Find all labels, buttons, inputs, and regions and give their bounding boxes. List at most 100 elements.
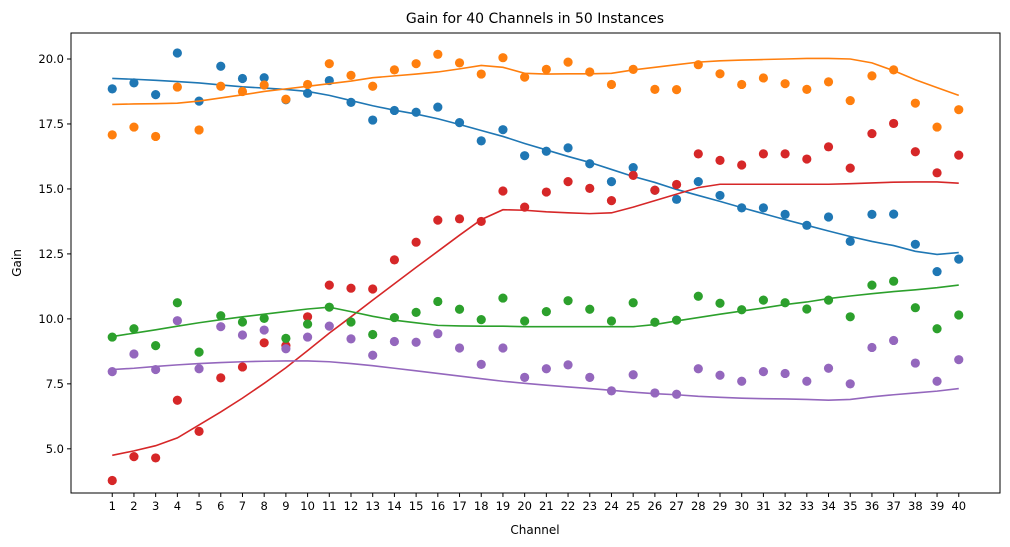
series-3-point: [172, 395, 182, 405]
series-1-point: [454, 118, 465, 128]
series-5-point: [910, 358, 920, 368]
x-tick-label: 7: [239, 499, 246, 513]
x-axis: 1 2 3 4 5 6 7 8 9 10 11 12 13 14 15 16 17 18 19 20 21 22 23 24 2…: [109, 493, 966, 513]
series-4-point: [845, 312, 855, 322]
series-2-point: [389, 65, 400, 75]
series-1-point: [216, 61, 226, 71]
series-1-point: [693, 177, 703, 187]
series-2-point: [910, 98, 920, 108]
x-tick-label: 22: [561, 499, 576, 513]
series-5-point: [671, 389, 682, 399]
series-1-point: [389, 105, 400, 116]
series-2-point: [107, 130, 117, 140]
x-axis-label: Channel: [510, 523, 559, 537]
series-5-point: [563, 360, 573, 370]
series-1-point: [172, 48, 182, 58]
series-2-point: [281, 94, 291, 104]
series-4-point: [411, 307, 421, 317]
series-3-point: [194, 426, 204, 437]
series-4-point: [737, 305, 747, 315]
y-tick-label: 20.0: [38, 52, 64, 66]
y-tick-label: 17.5: [38, 117, 64, 131]
series-3-point: [389, 255, 400, 265]
series-5-point: [476, 359, 486, 369]
series-2-point: [867, 71, 877, 81]
x-tick-label: 8: [261, 499, 268, 513]
y-tick-label: 10.0: [38, 312, 64, 326]
x-tick-label: 2: [130, 499, 137, 513]
series-3-point: [324, 280, 334, 290]
series-1-point: [606, 177, 617, 187]
series-3-point: [628, 170, 638, 181]
series-4-point: [368, 329, 378, 340]
series-5-point: [606, 386, 617, 396]
series-1-point: [867, 209, 877, 219]
series-4-point: [606, 316, 617, 326]
series-3-point: [889, 118, 899, 129]
series-1-point: [541, 146, 551, 156]
series-1-point: [259, 73, 269, 83]
series-3-point: [433, 215, 443, 225]
series-5-point: [237, 330, 248, 340]
series-1-point: [520, 151, 530, 161]
series-4-point: [954, 310, 964, 320]
series-5-point: [867, 342, 877, 353]
series-5-point: [780, 368, 790, 379]
series-3-point: [520, 202, 530, 212]
series-3-point: [368, 284, 378, 294]
x-tick-label: 1: [109, 499, 116, 513]
x-tick-label: 24: [604, 499, 619, 513]
series-1-point: [107, 84, 117, 94]
series-4-point: [302, 319, 313, 329]
series-2-point: [172, 82, 182, 92]
series-4-point: [867, 280, 877, 290]
series-1-point: [823, 212, 834, 222]
series-5-point: [737, 376, 747, 386]
series-3-point: [867, 128, 877, 139]
series-5-point: [823, 363, 834, 373]
series-5-point: [259, 325, 269, 335]
x-tick-label: 11: [322, 499, 337, 513]
x-tick-label: 37: [886, 499, 901, 513]
series-1-point: [302, 88, 313, 98]
x-tick-label: 4: [174, 499, 181, 513]
x-tick-label: 38: [908, 499, 923, 513]
series-5-point: [520, 372, 530, 382]
x-tick-label: 16: [431, 499, 446, 513]
series-5-point: [693, 364, 703, 374]
series-1-point: [585, 159, 595, 169]
series-1-point: [411, 107, 421, 117]
series-3-point: [606, 196, 617, 206]
series-1-point: [780, 209, 790, 219]
series-2-point: [368, 81, 378, 91]
series-5-point: [411, 337, 421, 347]
series-4-point: [889, 276, 899, 286]
series-4-point: [563, 296, 573, 306]
x-tick-label: 6: [217, 499, 224, 513]
series-4-point: [259, 313, 269, 323]
series-4-point: [758, 295, 769, 305]
x-tick-label: 26: [648, 499, 663, 513]
series-5-point: [932, 376, 942, 386]
series-1-point: [845, 236, 855, 247]
x-tick-label: 20: [517, 499, 532, 513]
series-4-trend-line: [112, 284, 959, 338]
series-3-point: [129, 452, 139, 462]
x-tick-label: 12: [344, 499, 359, 513]
series-5-point: [433, 329, 443, 339]
series-5-point: [585, 372, 595, 382]
series-5-point: [346, 334, 356, 344]
series-1-point: [932, 266, 942, 277]
x-tick-label: 40: [951, 499, 966, 513]
series-4-point: [823, 295, 834, 305]
series-5-point: [281, 344, 291, 354]
series-5-point: [129, 349, 139, 359]
series-2-point: [606, 79, 617, 90]
series-5-point: [454, 343, 465, 353]
series-4-point: [389, 312, 400, 323]
x-tick-label: 29: [713, 499, 728, 513]
x-tick-label: 28: [691, 499, 706, 513]
series-2-point: [302, 79, 313, 90]
series-3-point: [758, 149, 769, 159]
series-2-point: [823, 77, 834, 87]
